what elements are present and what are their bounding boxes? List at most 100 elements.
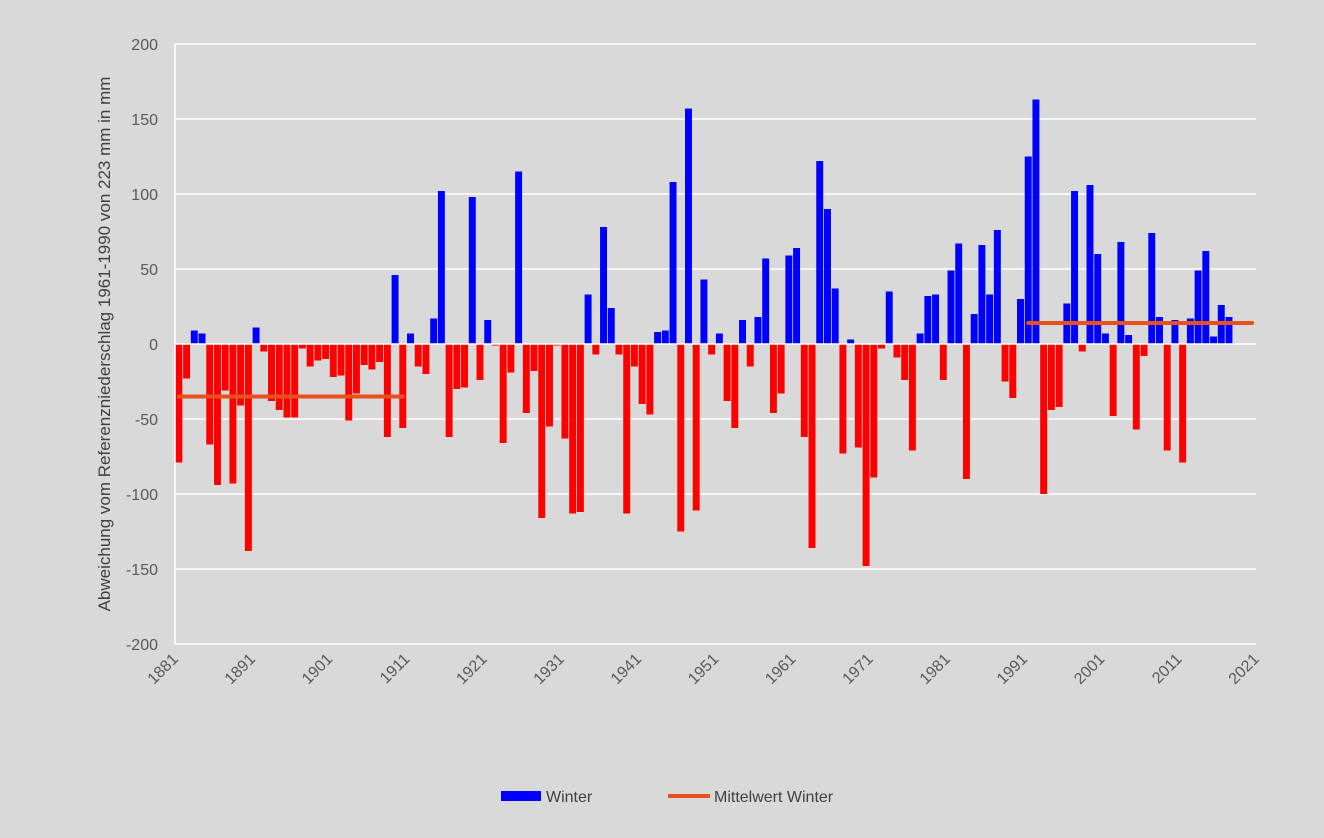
bar xyxy=(769,344,777,413)
y-tick-label: 150 xyxy=(131,112,158,129)
bar xyxy=(407,333,414,344)
bar xyxy=(831,288,839,344)
bar xyxy=(615,344,623,355)
bar xyxy=(206,344,214,445)
x-tick-label: 1951 xyxy=(685,651,722,688)
bar xyxy=(352,344,360,394)
bar xyxy=(962,344,970,479)
bar xyxy=(685,108,692,344)
bar xyxy=(1202,251,1210,344)
x-tick-label: 1941 xyxy=(608,651,645,688)
bar xyxy=(607,308,615,344)
bar xyxy=(1171,320,1179,344)
bar xyxy=(1225,317,1233,344)
bar xyxy=(437,191,445,344)
y-axis-title: Abweichung vom Referenzniederschlag 1961… xyxy=(95,77,114,612)
bar xyxy=(654,332,662,344)
bar xyxy=(1125,335,1133,344)
bar xyxy=(183,344,191,379)
bar xyxy=(800,344,808,437)
bar xyxy=(1179,344,1187,463)
bar xyxy=(260,344,268,352)
x-tick-label: 2011 xyxy=(1149,651,1185,687)
axes xyxy=(174,44,1256,644)
bar xyxy=(1210,336,1218,344)
bar xyxy=(978,245,986,344)
bar xyxy=(499,344,507,443)
bar xyxy=(823,209,831,344)
y-tick-label: 200 xyxy=(131,37,158,54)
bars-winter xyxy=(175,99,1233,566)
bar xyxy=(414,344,422,367)
y-tick-labels: 200 150 100 50 0 -50 -100 -150 -200 xyxy=(126,37,158,654)
y-tick-label: -50 xyxy=(135,412,158,429)
bar xyxy=(816,161,824,344)
bar xyxy=(576,344,584,512)
bar xyxy=(229,344,237,484)
bar xyxy=(986,294,994,344)
x-tick-label: 1911 xyxy=(377,651,413,687)
bar xyxy=(329,344,337,377)
x-tick-label: 1931 xyxy=(531,651,568,688)
x-tick-label: 2021 xyxy=(1226,651,1263,688)
y-tick-label: -200 xyxy=(126,637,158,654)
bar xyxy=(476,344,484,380)
bar xyxy=(314,344,322,361)
bar xyxy=(947,270,955,344)
bar xyxy=(190,330,198,344)
bar xyxy=(175,344,183,463)
bar xyxy=(1109,344,1117,416)
y-tick-label: -150 xyxy=(126,562,158,579)
bar xyxy=(337,344,345,376)
bar xyxy=(538,344,546,518)
bar xyxy=(646,344,654,415)
bar xyxy=(1024,156,1032,344)
x-tick-label: 1901 xyxy=(299,651,336,688)
bar xyxy=(546,344,553,427)
bar xyxy=(399,344,407,428)
bar xyxy=(430,318,438,344)
bar xyxy=(1094,254,1102,344)
bar xyxy=(924,296,932,344)
bar xyxy=(515,171,523,344)
bar xyxy=(1194,270,1202,344)
legend-label-mean: Mittelwert Winter xyxy=(714,789,834,806)
bar xyxy=(322,344,330,359)
bar xyxy=(468,197,476,344)
bar xyxy=(893,344,901,358)
bar xyxy=(1117,242,1125,344)
bar xyxy=(630,344,638,367)
bar xyxy=(383,344,391,437)
bar xyxy=(885,291,893,344)
bar xyxy=(878,344,885,349)
bar xyxy=(360,344,368,365)
bar xyxy=(785,255,793,344)
bar xyxy=(939,344,947,380)
bar xyxy=(1078,344,1086,352)
bar xyxy=(484,320,492,344)
bar xyxy=(1101,333,1109,344)
bar xyxy=(1001,344,1009,382)
bar xyxy=(584,294,592,344)
mean-lines xyxy=(176,321,1255,399)
bar xyxy=(669,182,677,344)
bar xyxy=(1132,344,1140,430)
bar xyxy=(368,344,376,370)
bar xyxy=(638,344,646,404)
bar xyxy=(692,344,700,511)
bar xyxy=(932,294,940,344)
bar xyxy=(237,344,245,406)
bar xyxy=(700,279,708,344)
bar xyxy=(777,344,785,394)
bar xyxy=(808,344,816,548)
x-tick-label: 2001 xyxy=(1071,651,1108,688)
bar xyxy=(198,333,206,344)
x-tick-label: 1921 xyxy=(453,651,490,688)
bar xyxy=(901,344,909,380)
bar xyxy=(723,344,731,401)
bar xyxy=(345,344,353,421)
bar xyxy=(1071,191,1079,344)
y-tick-label: 50 xyxy=(140,262,158,279)
bar xyxy=(422,344,430,374)
bar xyxy=(1017,299,1024,344)
